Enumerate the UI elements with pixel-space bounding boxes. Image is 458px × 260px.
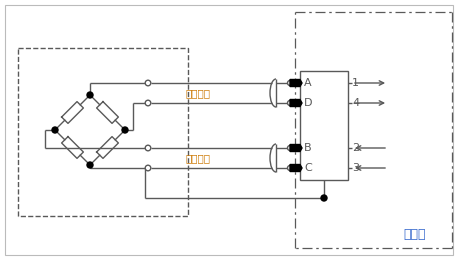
Circle shape bbox=[288, 166, 293, 171]
Text: C: C bbox=[304, 163, 312, 173]
Circle shape bbox=[145, 100, 151, 106]
Circle shape bbox=[122, 127, 128, 133]
Circle shape bbox=[288, 81, 293, 86]
Text: 4: 4 bbox=[352, 98, 359, 108]
Bar bbox=[18, 48, 188, 216]
Text: B: B bbox=[304, 143, 311, 153]
Text: D: D bbox=[304, 98, 312, 108]
Text: 2: 2 bbox=[352, 143, 359, 153]
Circle shape bbox=[87, 162, 93, 168]
Text: 信号电压: 信号电压 bbox=[185, 88, 210, 98]
Polygon shape bbox=[290, 80, 302, 87]
Text: 放大器: 放大器 bbox=[404, 229, 426, 242]
Circle shape bbox=[87, 92, 93, 98]
Circle shape bbox=[288, 101, 293, 106]
Text: 3: 3 bbox=[352, 163, 359, 173]
Circle shape bbox=[288, 146, 293, 151]
Bar bbox=[300, 71, 348, 180]
Circle shape bbox=[145, 145, 151, 151]
Circle shape bbox=[145, 80, 151, 86]
Circle shape bbox=[321, 195, 327, 201]
Polygon shape bbox=[290, 165, 302, 172]
Text: 供电电压: 供电电压 bbox=[185, 153, 210, 163]
Text: 1: 1 bbox=[352, 78, 359, 88]
Circle shape bbox=[145, 165, 151, 171]
Text: A: A bbox=[304, 78, 311, 88]
Polygon shape bbox=[290, 145, 302, 152]
Circle shape bbox=[52, 127, 58, 133]
Polygon shape bbox=[290, 100, 302, 107]
